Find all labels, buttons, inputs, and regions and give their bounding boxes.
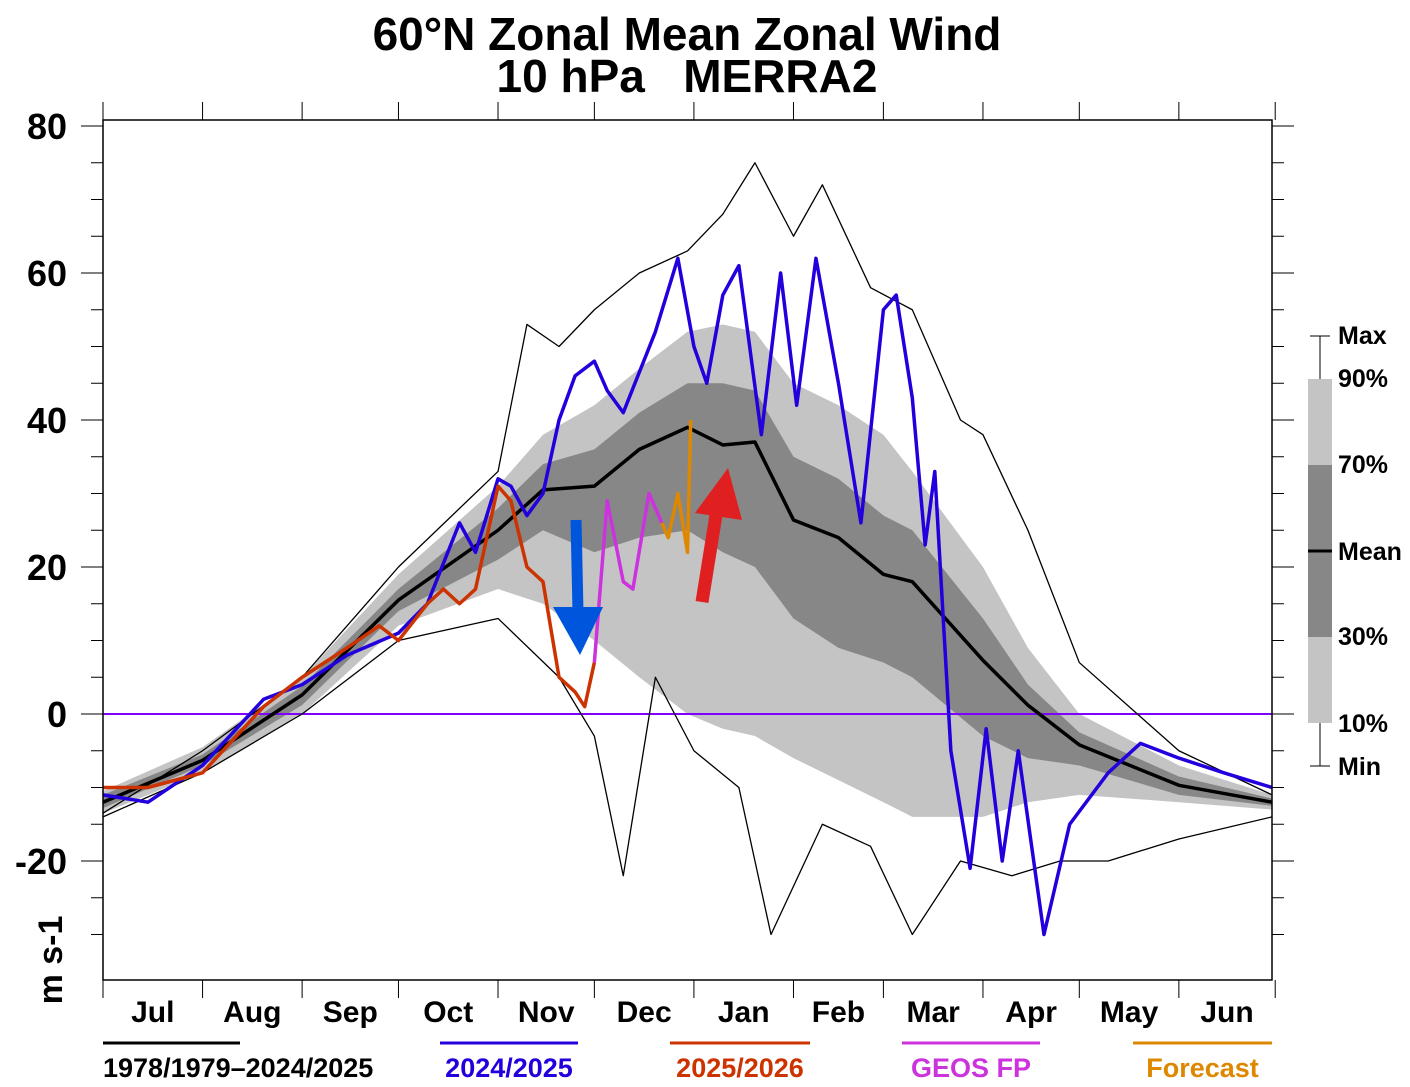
x-tick-label: Jul: [131, 996, 174, 1029]
legend-bottom-label: 2025/2026: [676, 1053, 804, 1083]
legend-bottom-label: GEOS FP: [911, 1053, 1031, 1083]
y-tick-label: 20: [27, 547, 67, 588]
x-tick-label: Aug: [223, 996, 281, 1029]
series-line-0: [102, 256, 1273, 937]
legend-bottom-label: Forecast: [1146, 1053, 1259, 1083]
y-axis-label: m s-1: [32, 916, 70, 1005]
max-line: [102, 162, 1273, 814]
x-tick-label: Jan: [718, 996, 770, 1029]
chart-title: 60°N Zonal Mean Zonal Wind: [373, 8, 1002, 60]
down-arrow-shaft: [570, 519, 584, 613]
chart-subtitle: 10 hPa MERRA2: [497, 50, 878, 102]
x-tick-label: Jun: [1200, 996, 1253, 1029]
legend-label: Max: [1338, 322, 1387, 350]
series-line-3: [660, 419, 693, 555]
x-tick-label: Dec: [617, 996, 672, 1029]
y-tick-label: 60: [27, 253, 67, 294]
x-tick-label: Apr: [1005, 996, 1057, 1029]
up-arrow-shaft: [695, 513, 723, 604]
legend-bottom-label: 2024/2025: [445, 1053, 573, 1083]
min-line: [102, 617, 1273, 936]
y-tick-label: -20: [15, 841, 67, 882]
x-tick-label: May: [1100, 996, 1159, 1029]
band-30-70: [103, 383, 1272, 809]
y-tick-label: 40: [27, 400, 67, 441]
x-tick-label: Feb: [812, 996, 865, 1029]
x-tick-label: Nov: [518, 996, 575, 1029]
legend-label: Min: [1338, 753, 1381, 781]
legend-label: 10%: [1338, 710, 1388, 738]
series-line-2: [592, 491, 664, 663]
down-arrow-head: [553, 607, 603, 655]
up-arrow-head: [695, 468, 742, 520]
legend-label: 90%: [1338, 365, 1388, 393]
x-tick-label: Mar: [907, 996, 961, 1029]
legend-label: Mean: [1338, 538, 1402, 566]
series-line-1: [103, 484, 597, 790]
x-tick-label: Sep: [323, 996, 378, 1029]
legend-label: 30%: [1338, 623, 1388, 651]
x-tick-label: Oct: [423, 996, 473, 1029]
y-tick-label: 0: [47, 694, 67, 735]
plot-frame: [102, 119, 1273, 981]
y-tick-label: 80: [27, 106, 67, 147]
legend-bottom-label: 1978/1979–2024/2025: [103, 1053, 373, 1083]
legend-label: 70%: [1338, 451, 1388, 479]
mean-line: [102, 425, 1273, 804]
